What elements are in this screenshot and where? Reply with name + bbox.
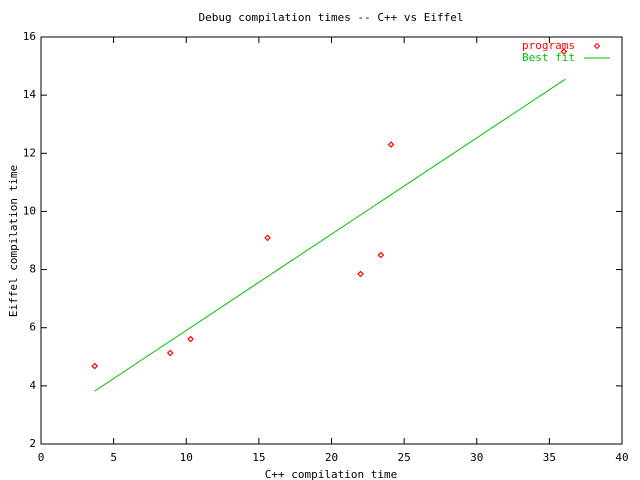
legend-swatch [593,42,601,50]
data-point [166,349,174,357]
y-tick-label: 12 [23,146,36,159]
x-tick-label: 20 [325,451,338,464]
y-tick-label: 14 [23,88,37,101]
x-tick-label: 40 [615,451,628,464]
data-point [560,48,568,55]
y-tick-label: 16 [23,30,36,43]
x-tick-label: 15 [252,451,265,464]
data-point [387,141,395,148]
data-point [357,270,364,278]
data-point [377,251,385,259]
x-tick-label: 25 [398,451,411,464]
x-tick-label: 5 [110,451,117,464]
x-tick-label: 0 [38,451,45,464]
data-point [264,234,271,242]
legend-label: Best fit [522,51,575,64]
y-axis-label: Eiffel compilation time [7,165,20,317]
data-point [187,335,194,343]
chart-title: Debug compilation times -- C++ vs Eiffel [199,11,464,24]
plot-frame [40,36,623,445]
x-tick-label: 35 [543,451,556,464]
data-point [91,362,99,370]
y-tick-label: 10 [23,204,36,217]
legend-label: programs [522,39,575,52]
fit-line [94,78,566,392]
x-tick-label: 10 [180,451,193,464]
x-axis-label: C++ compilation time [265,468,397,480]
y-tick-label: 4 [29,379,36,392]
y-tick-label: 6 [29,321,36,334]
y-tick-label: 8 [29,263,36,276]
y-tick-label: 2 [29,437,36,450]
x-tick-label: 30 [470,451,483,464]
